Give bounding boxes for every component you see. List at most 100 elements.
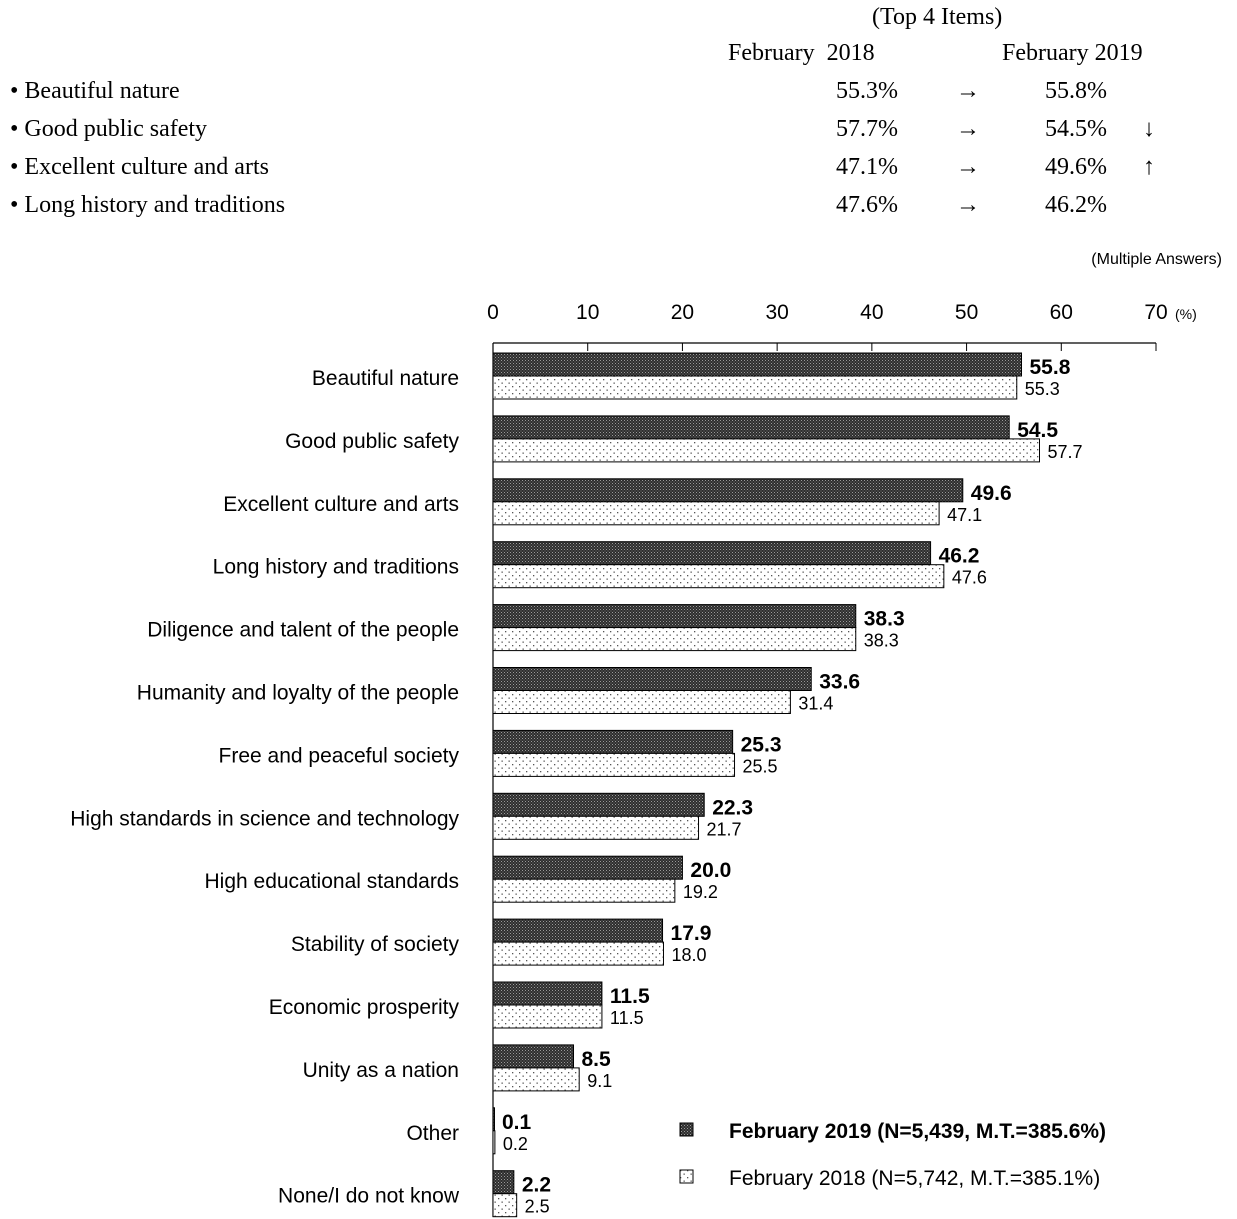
data-label-2019: 2.2 [522, 1174, 551, 1197]
category-label: None/I do not know [278, 1185, 460, 1208]
category-label: Stability of society [291, 933, 460, 956]
data-label-2019: 49.6 [971, 482, 1012, 505]
summary-row-2019: 49.6% [1045, 154, 1107, 180]
legend-swatch-2019 [679, 1122, 694, 1137]
category-label: Good public safety [285, 430, 459, 453]
summary-row-arrow: → [956, 116, 980, 142]
data-label-2018: 55.3 [1025, 379, 1060, 399]
x-tick-label: 0 [487, 301, 499, 324]
x-tick-label: 50 [955, 301, 978, 324]
bar-2018 [492, 752, 736, 777]
summary-row-label: • Beautiful nature [10, 78, 180, 104]
summary-row-arrow: → [956, 192, 980, 218]
category-label: Beautiful nature [312, 367, 459, 390]
summary-row-2018: 47.1% [836, 154, 898, 180]
category-label: Free and peaceful society [219, 744, 460, 767]
data-label-2018: 47.1 [947, 505, 982, 525]
data-label-2018: 18.0 [671, 945, 706, 965]
data-label-2018: 2.5 [525, 1197, 550, 1217]
bar-2019 [492, 667, 812, 691]
bar-2018 [492, 438, 1041, 463]
bar-2019 [492, 1044, 575, 1069]
summary-row-2018: 55.3% [836, 78, 898, 104]
bar-2019 [492, 352, 1023, 377]
category-label: Long history and traditions [213, 556, 459, 579]
summary-row-arrow: → [956, 78, 980, 104]
summary-col-2019-label: February 2019 [1002, 40, 1143, 66]
summary-row-2019: 54.5% [1045, 116, 1107, 142]
bar-2018 [492, 690, 791, 714]
bar-2019 [492, 415, 1010, 440]
bar-2018 [492, 1193, 518, 1218]
x-tick-label: 20 [671, 301, 694, 324]
summary-row-label: • Good public safety [10, 116, 208, 142]
bar-2019 [492, 1107, 495, 1132]
data-label-2018: 31.4 [798, 694, 833, 714]
category-label: Excellent culture and arts [223, 493, 459, 516]
x-tick-label: 40 [860, 301, 883, 324]
bar-2019 [492, 918, 664, 943]
bar-2018 [492, 1130, 496, 1155]
chart-note: (Multiple Answers) [1091, 251, 1222, 268]
x-tick-label: 60 [1050, 301, 1073, 324]
data-label-2018: 9.1 [587, 1071, 612, 1091]
bar-2019 [492, 478, 964, 503]
data-label-2019: 54.5 [1017, 419, 1058, 442]
category-label: High standards in science and technology [70, 807, 459, 830]
summary-header: (Top 4 Items) [872, 4, 1003, 30]
bar-2018 [492, 564, 945, 589]
bar-2019 [492, 855, 683, 880]
category-label: Other [406, 1122, 459, 1145]
data-label-2019: 17.9 [671, 922, 712, 945]
bar-2018 [492, 501, 940, 526]
x-axis-unit: (%) [1175, 306, 1197, 322]
category-label: Diligence and talent of the people [147, 619, 459, 642]
data-label-2019: 20.0 [690, 859, 731, 882]
data-label-2019: 11.5 [610, 985, 650, 1008]
data-label-2018: 25.5 [743, 756, 778, 776]
x-tick-label: 10 [576, 301, 599, 324]
data-label-2018: 0.2 [503, 1134, 528, 1154]
category-label: Unity as a nation [303, 1059, 459, 1082]
bar-2019 [492, 792, 705, 817]
data-label-2018: 21.7 [707, 819, 742, 839]
summary-row-label: • Long history and traditions [10, 192, 286, 218]
data-label-2018: 19.2 [683, 882, 718, 902]
bar-2018 [492, 1067, 580, 1092]
data-label-2018: 38.3 [864, 631, 899, 651]
summary-row-arrow: → [956, 154, 980, 180]
bar-2019 [492, 1170, 515, 1195]
bar-2018 [492, 375, 1018, 400]
summary-row-2018: 57.7% [836, 116, 898, 142]
legend-label-2018: February 2018 (N=5,742, M.T.=385.1%) [729, 1167, 1100, 1190]
bar-2019 [492, 541, 932, 566]
data-label-2019: 46.2 [939, 545, 980, 568]
data-label-2019: 25.3 [741, 733, 782, 756]
legend-swatch-2018 [679, 1169, 694, 1184]
bar-2019 [492, 729, 734, 754]
summary-row-2019: 46.2% [1045, 192, 1107, 218]
x-tick-label: 30 [765, 301, 788, 324]
category-label: Humanity and loyalty of the people [137, 682, 459, 705]
data-label-2019: 38.3 [864, 608, 905, 631]
bar-2019 [492, 981, 603, 1006]
data-label-2018: 47.6 [952, 568, 987, 588]
summary-row-trend-up: ↑ [1143, 154, 1155, 180]
bar-2018 [492, 941, 664, 966]
bar-2018 [492, 815, 700, 840]
x-tick-label: 70 [1144, 301, 1167, 324]
data-label-2019: 0.1 [502, 1111, 532, 1134]
data-label-2018: 11.5 [610, 1008, 644, 1028]
summary-row-label: • Excellent culture and arts [10, 154, 269, 180]
data-label-2019: 33.6 [819, 671, 860, 694]
bar-2018 [492, 1004, 603, 1029]
data-label-2019: 55.8 [1030, 356, 1071, 379]
summary-row-2018: 47.6% [836, 192, 898, 218]
data-label-2019: 22.3 [712, 796, 753, 819]
summary-row-trend-down: ↓ [1143, 116, 1155, 142]
summary-row-2019: 55.8% [1045, 78, 1107, 104]
data-label-2019: 8.5 [582, 1048, 612, 1071]
bar-2018 [492, 627, 857, 652]
summary-col-2018-label: February 2018 [728, 40, 875, 66]
